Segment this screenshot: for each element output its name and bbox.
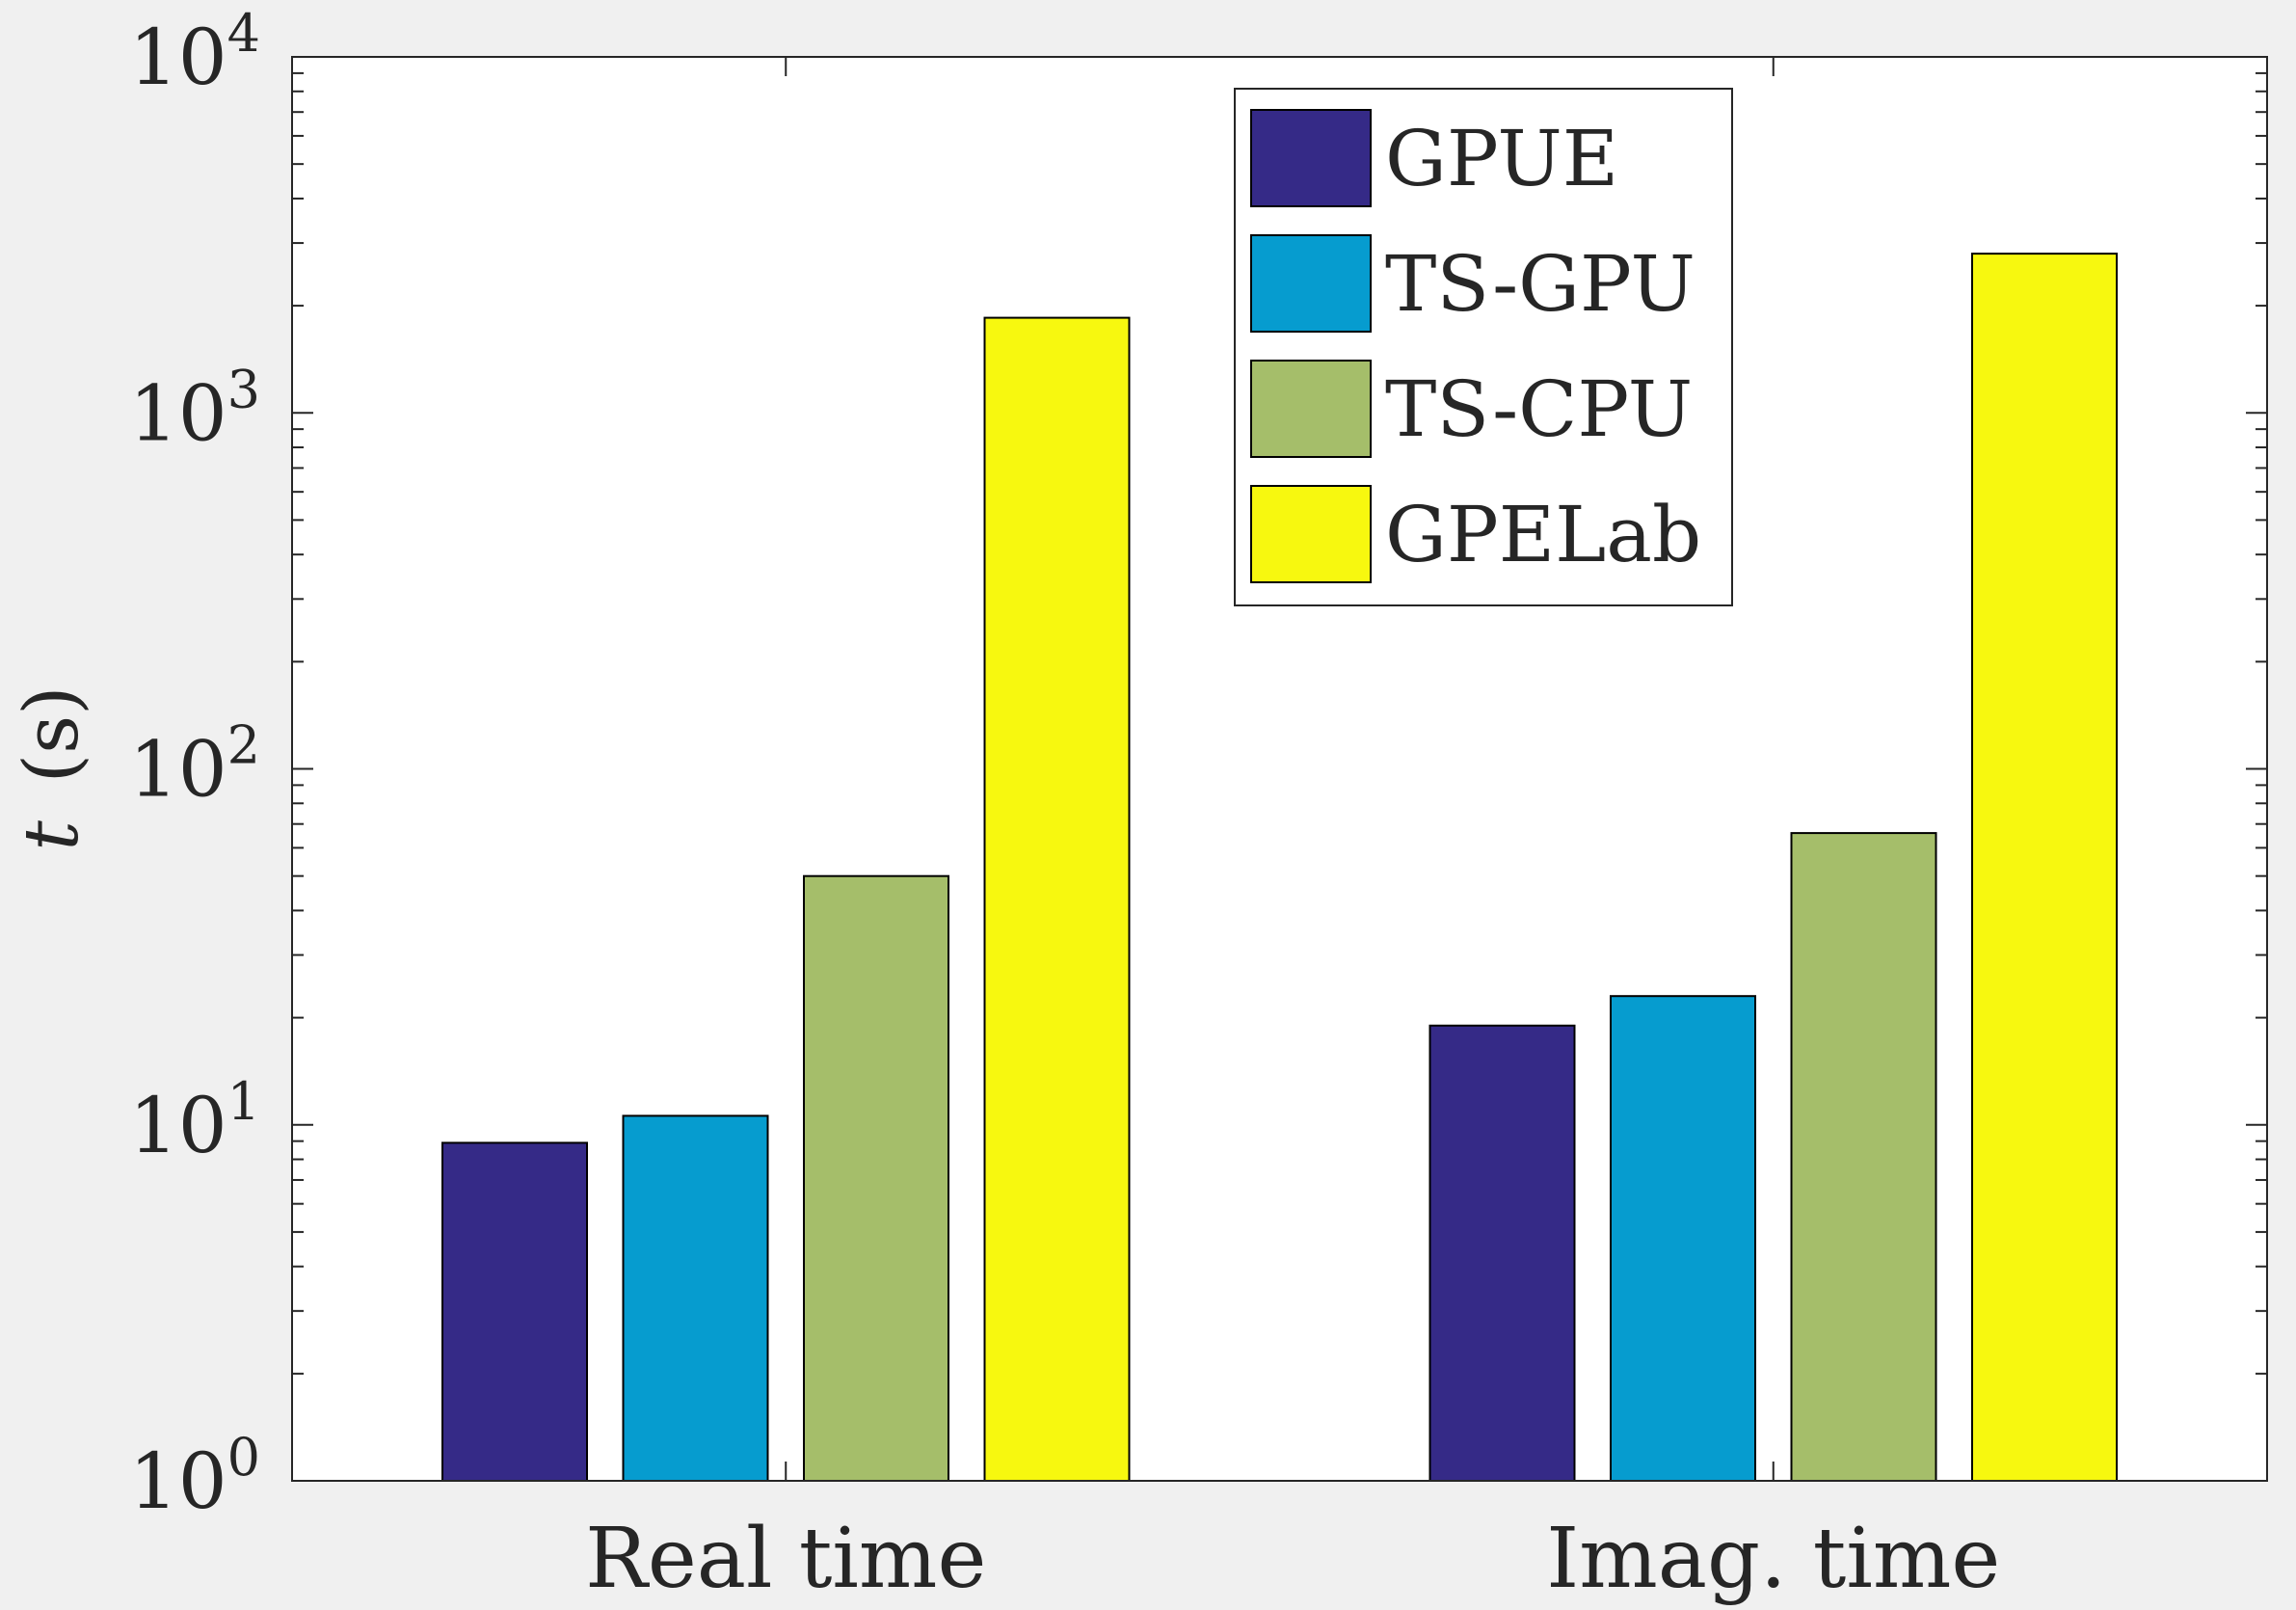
y-tick-label-exponent: 1 xyxy=(227,1071,260,1132)
category-label: Imag. time xyxy=(1546,1511,2000,1607)
y-tick-label-base: 10 xyxy=(129,13,227,102)
y-tick-label-exponent: 4 xyxy=(227,3,260,64)
bar-ts-cpu-imag-time xyxy=(1790,832,1937,1482)
legend-label-gpelab: GPELab xyxy=(1385,490,1701,579)
y-tick-label: 101 xyxy=(129,1071,260,1170)
y-axis-label-symbol: t xyxy=(9,820,95,851)
y-tick-label-base: 10 xyxy=(129,1081,227,1170)
y-ticks-group xyxy=(292,57,2267,1482)
bar-ts-cpu-real-time xyxy=(803,874,949,1482)
bar-gpelab-imag-time xyxy=(1971,253,2118,1483)
y-tick-label: 103 xyxy=(129,359,260,458)
y-tick-label-base: 10 xyxy=(129,368,227,458)
y-tick-label: 102 xyxy=(129,715,260,815)
y-tick-label-base: 10 xyxy=(129,725,227,815)
y-tick-label-exponent: 3 xyxy=(227,359,260,419)
y-tick-label: 104 xyxy=(129,3,260,102)
bar-gpelab-real-time xyxy=(983,316,1131,1483)
category-label: Real time xyxy=(585,1511,986,1607)
category-labels-group: Real time Imag. time xyxy=(585,1511,2000,1607)
y-axis-label: t (s) xyxy=(9,685,95,850)
legend-swatch-gpelab xyxy=(1250,485,1372,583)
y-tick-label-exponent: 2 xyxy=(227,715,260,776)
legend-swatch-ts-cpu xyxy=(1250,360,1372,458)
y-tick-label-base: 10 xyxy=(129,1436,227,1526)
legend-swatch-ts-gpu xyxy=(1250,234,1372,333)
bars-group xyxy=(441,253,2118,1483)
legend-label-ts-gpu: TS-GPU xyxy=(1385,239,1695,329)
bar-ts-gpu-imag-time xyxy=(1610,995,1756,1482)
legend: GPUE TS-GPU TS-CPU GPELab xyxy=(1234,88,1733,606)
bar-gpue-real-time xyxy=(441,1141,588,1483)
legend-label-ts-cpu: TS-CPU xyxy=(1385,364,1693,454)
y-axis-label-unit: (s) xyxy=(9,685,95,783)
bar-ts-gpu-real-time xyxy=(622,1114,769,1483)
bar-gpue-imag-time xyxy=(1428,1024,1576,1483)
plot-frame xyxy=(291,56,2268,1482)
y-tick-label: 100 xyxy=(129,1427,260,1526)
y-tick-label-exponent: 0 xyxy=(227,1427,260,1488)
legend-swatch-gpue xyxy=(1250,109,1372,207)
legend-label-gpue: GPUE xyxy=(1385,114,1618,203)
